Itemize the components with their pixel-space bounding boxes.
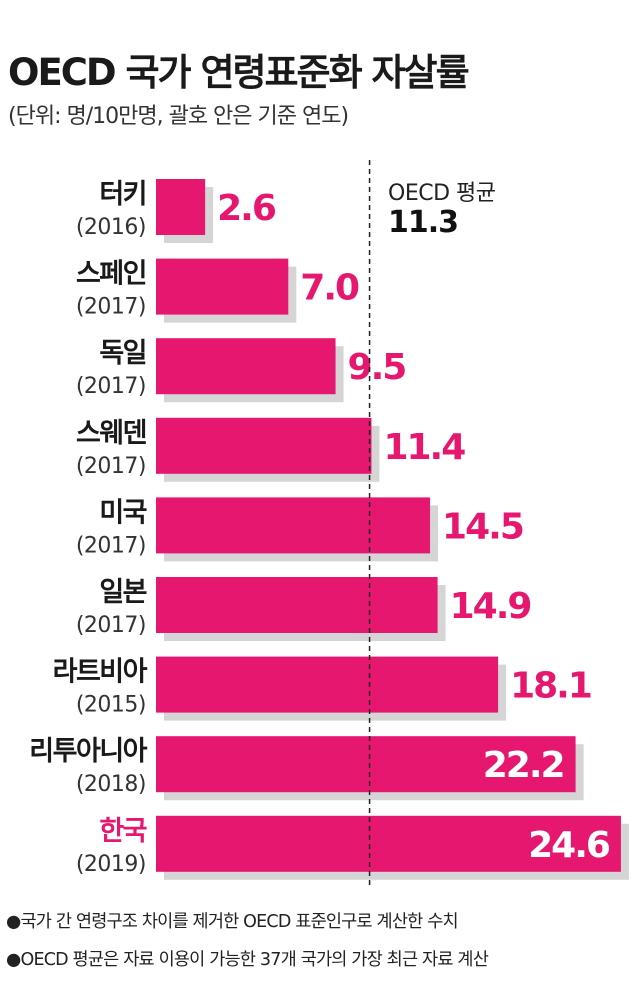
footnote-2: ●OECD 평균은 자료 이용이 가능한 37개 국가의 가장 최근 자료 계산 [6, 950, 489, 970]
category-label: 한국 [99, 816, 146, 847]
bar [156, 577, 438, 633]
year-label: (2017) [76, 613, 146, 638]
average-label: OECD 평균 [388, 181, 496, 206]
year-label: (2016) [76, 215, 146, 240]
value-label: 11.4 [383, 427, 465, 468]
bar [156, 338, 336, 395]
value-label: 24.6 [528, 825, 610, 866]
category-label: 리투아니아 [29, 736, 147, 767]
value-label: 14.5 [442, 506, 523, 547]
year-label: (2017) [76, 374, 146, 399]
category-label: 스웨덴 [76, 418, 147, 449]
category-label: 라트비아 [53, 657, 148, 688]
year-label: (2018) [76, 772, 146, 797]
year-label: (2017) [76, 533, 146, 558]
bar [156, 497, 431, 554]
category-label: 스페인 [76, 259, 146, 290]
bar [156, 815, 621, 872]
chart-title: OECD 국가 연령표준화 자살률 [8, 51, 470, 94]
value-label: 7.0 [300, 268, 359, 309]
average-value: 11.3 [388, 205, 459, 240]
category-label: 터키 [99, 179, 146, 210]
chart-subtitle: (단위: 명/10만명, 괄호 안은 기준 연도) [8, 104, 349, 129]
bar [156, 736, 576, 793]
footnote-1: ●국가 간 연령구조 차이를 제거한 OECD 표준인구로 계산한 수치 [6, 912, 459, 932]
bar [156, 179, 206, 235]
footnotes: ●국가 간 연령구조 차이를 제거한 OECD 표준인구로 계산한 수치 ●OE… [6, 908, 636, 984]
bar [156, 417, 372, 474]
bar [156, 258, 289, 315]
value-label: 9.5 [348, 347, 406, 388]
bar [156, 656, 499, 713]
bar-chart: 터키 (2016) 2.6 스페인 (2017) 7.0 독일 (2017) 9.5 스웨덴 (20… [29, 160, 629, 888]
year-label: (2015) [76, 693, 146, 718]
year-label: (2017) [76, 454, 146, 479]
category-label: 일본 [99, 577, 146, 608]
year-label: (2019) [76, 852, 146, 877]
value-label: 22.2 [483, 745, 564, 786]
value-label: 14.9 [450, 586, 531, 627]
value-label: 2.6 [217, 188, 276, 229]
value-label: 18.1 [510, 666, 591, 707]
year-label: (2017) [76, 295, 146, 320]
category-label: 미국 [99, 497, 146, 528]
category-label: 독일 [99, 338, 146, 369]
